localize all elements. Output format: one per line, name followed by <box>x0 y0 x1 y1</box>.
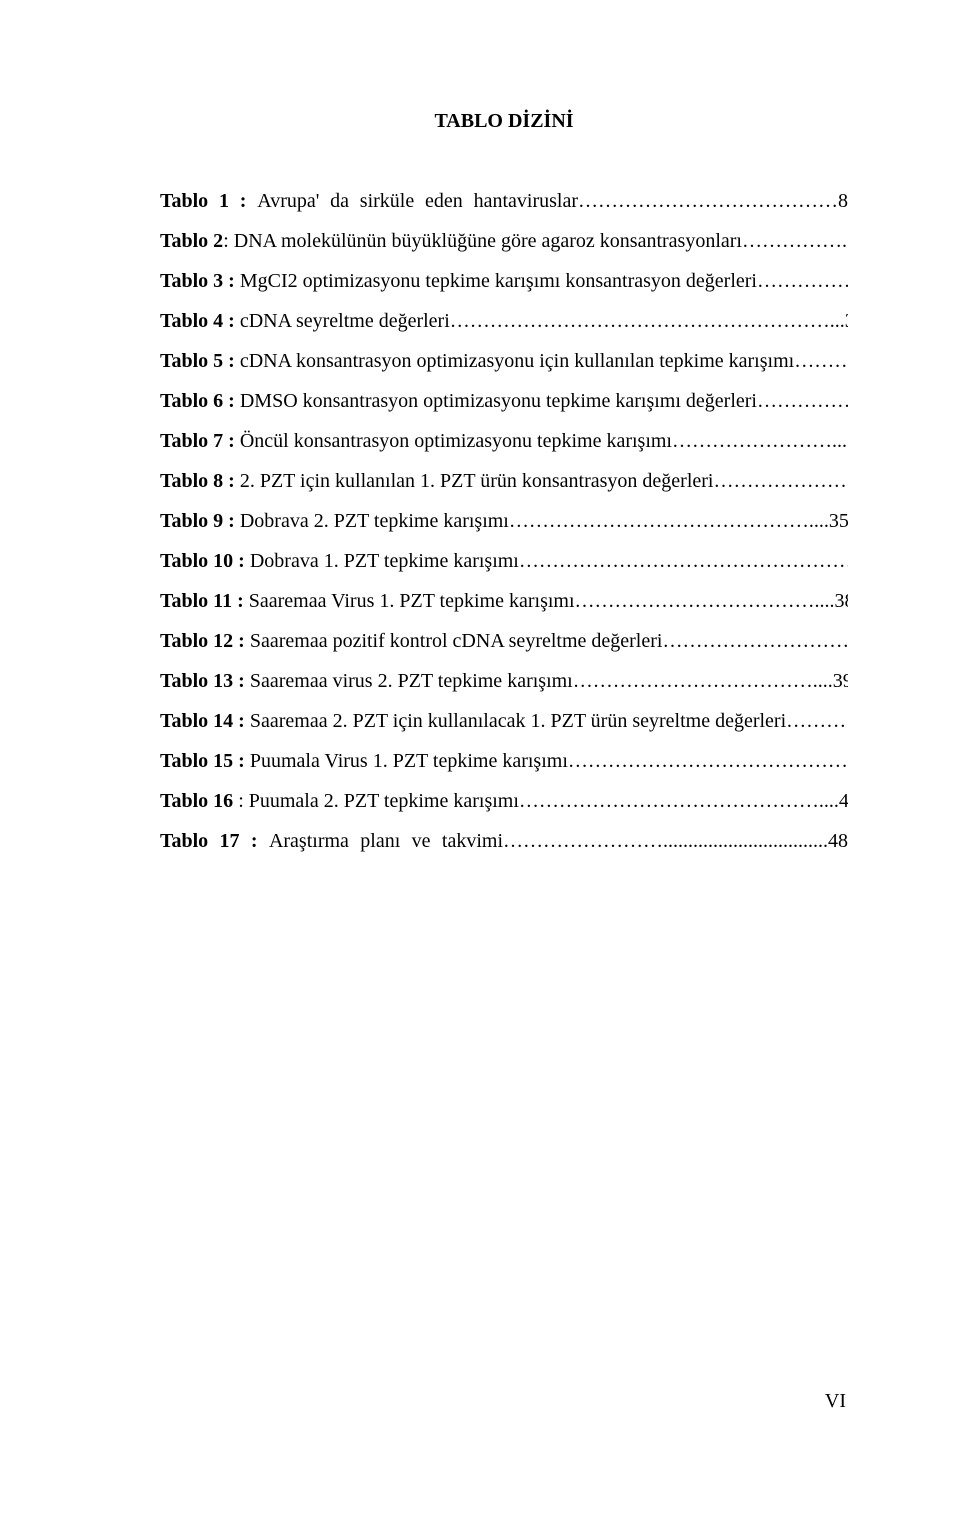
toc-entry-desc: Öncül konsantrasyon optimizasyonu tepkim… <box>240 430 672 452</box>
toc-entry: Tablo 4 : cDNA seyreltme değerleri………………… <box>160 301 848 341</box>
toc-entry-page: ...35 <box>814 510 848 532</box>
toc-entry-label: Tablo 13 : <box>160 670 250 692</box>
toc-entry-page: ...41 <box>824 790 848 812</box>
toc-entry-leader: ………………………………………. <box>519 790 824 812</box>
toc-entry-leader: ………… <box>786 710 848 732</box>
toc-entry-leader: ……………………. <box>672 430 837 452</box>
toc-entry-desc: DMSO konsantrasyon optimizasyonu tepkime… <box>240 390 757 412</box>
toc-entry-label: Tablo 7 : <box>160 430 240 452</box>
toc-entry-label: Tablo 4 : <box>160 310 240 332</box>
toc-entry: Tablo 12 : Saaremaa pozitif kontrol cDNA… <box>160 621 848 661</box>
toc-entry-desc: Avrupa' da sirküle eden hantaviruslar <box>257 190 578 212</box>
toc-entry: Tablo 10 : Dobrava 1. PZT tepkime karışı… <box>160 541 848 581</box>
toc-entry-desc: : DNA molekülünün büyüklüğüne göre agaro… <box>223 230 742 252</box>
toc-entry-label: Tablo 6 : <box>160 390 240 412</box>
toc-entry-desc: 2. PZT için kullanılan 1. PZT ürün konsa… <box>240 470 714 492</box>
toc-entry: Tablo 17 : Araştırma planı ve takvimi………… <box>160 821 848 861</box>
toc-entry-desc: Saaremaa pozitif kontrol cDNA seyreltme … <box>250 630 663 652</box>
toc-entry: Tablo 5 : cDNA konsantrasyon optimizasyo… <box>160 341 848 381</box>
toc-entry-desc: : Puumala 2. PZT tepkime karışımı <box>238 790 519 812</box>
toc-entry: Tablo 9 : Dobrava 2. PZT tepkime karışım… <box>160 501 848 541</box>
toc-entry-desc: Saaremaa 2. PZT için kullanılacak 1. PZT… <box>250 710 786 732</box>
toc-entry-leader: …………… <box>757 390 848 412</box>
toc-entries: Tablo 1 : Avrupa' da sirküle eden hantav… <box>160 181 848 861</box>
toc-entry-leader: ……………………………………………… <box>519 550 848 572</box>
toc-entry-desc: Araştırma planı ve takvimi <box>269 830 503 852</box>
toc-entry: Tablo 14 : Saaremaa 2. PZT için kullanıl… <box>160 701 848 741</box>
toc-entry: Tablo 16 : Puumala 2. PZT tepkime karışı… <box>160 781 848 821</box>
toc-entry-page: ...39 <box>818 670 848 692</box>
toc-entry-label: Tablo 5 : <box>160 350 240 372</box>
toc-entry-page: ...30 <box>830 310 848 332</box>
toc-entry-desc: cDNA seyreltme değerleri <box>240 310 450 332</box>
toc-entry-desc: Dobrava 1. PZT tepkime karışımı <box>250 550 519 572</box>
toc-entry: Tablo 6 : DMSO konsantrasyon optimizasyo… <box>160 381 848 421</box>
toc-entry-desc: cDNA konsantrasyon optimizasyonu için ku… <box>240 350 794 372</box>
toc-entry-leader: …………………… <box>713 470 848 492</box>
toc-entry-leader: ……… <box>794 350 848 372</box>
toc-entry: Tablo 1 : Avrupa' da sirküle eden hantav… <box>160 181 848 221</box>
toc-entry-label: Tablo 9 : <box>160 510 240 532</box>
toc-entry-label: Tablo 11 : <box>160 590 249 612</box>
page-title: TABLO DİZİNİ <box>160 110 848 133</box>
toc-entry-leader: ………………………………. <box>573 670 818 692</box>
toc-entry-desc: Dobrava 2. PZT tepkime karışımı <box>240 510 509 532</box>
toc-entry-leader: ………………………………………. <box>509 510 814 532</box>
toc-entry-label: Tablo 1 : <box>160 190 257 212</box>
toc-entry-leader: ………………………… <box>662 630 848 652</box>
toc-entry-leader: ………………………………. <box>575 590 820 612</box>
toc-entry-label: Tablo 3 : <box>160 270 240 292</box>
toc-entry-label: Tablo 10 : <box>160 550 250 572</box>
toc-entry-label: Tablo 15 : <box>160 750 250 772</box>
toc-entry-label: Tablo 12 : <box>160 630 250 652</box>
toc-entry-page: ...33 <box>837 430 848 452</box>
toc-entry-page: ...48 <box>813 830 848 852</box>
toc-entry-desc: Puumala Virus 1. PZT tepkime karışımı <box>250 750 568 772</box>
toc-entry: Tablo 15 : Puumala Virus 1. PZT tepkime … <box>160 741 848 781</box>
toc-entry-leader: …………… <box>757 270 848 292</box>
toc-entry-desc: Saaremaa virus 2. PZT tepkime karışımı <box>250 670 573 692</box>
toc-entry-page: ..18 <box>842 230 848 252</box>
toc-entry-page: ...38 <box>820 590 848 612</box>
toc-entry-label: Tablo 2 <box>160 230 223 252</box>
toc-entry-page: 8 <box>838 190 848 212</box>
toc-entry: Tablo 11 : Saaremaa Virus 1. PZT tepkime… <box>160 581 848 621</box>
toc-entry-desc: Saaremaa Virus 1. PZT tepkime karışımı <box>249 590 575 612</box>
toc-entry-label: Tablo 14 : <box>160 710 250 732</box>
toc-entry-leader: ………………………………………………… <box>450 310 830 332</box>
toc-entry-desc: MgCI2 optimizasyonu tepkime karışımı kon… <box>240 270 757 292</box>
toc-entry-leader: ………………………………… <box>578 190 838 212</box>
page-number: VI <box>825 1390 846 1413</box>
toc-entry-label: Tablo 17 : <box>160 830 269 852</box>
toc-entry: Tablo 13 : Saaremaa virus 2. PZT tepkime… <box>160 661 848 701</box>
toc-entry: Tablo 3 : MgCI2 optimizasyonu tepkime ka… <box>160 261 848 301</box>
toc-entry: Tablo 8 : 2. PZT için kullanılan 1. PZT … <box>160 461 848 501</box>
toc-entry: Tablo 2: DNA molekülünün büyüklüğüne gör… <box>160 221 848 261</box>
toc-entry: Tablo 7 : Öncül konsantrasyon optimizasy… <box>160 421 848 461</box>
toc-entry-label: Tablo 8 : <box>160 470 240 492</box>
toc-entry-leader: …………… <box>742 230 842 252</box>
toc-entry-leader: ………………………………………… <box>568 750 848 772</box>
toc-entry-leader: …………………….............................. <box>503 830 813 852</box>
toc-entry-label: Tablo 16 <box>160 790 238 812</box>
